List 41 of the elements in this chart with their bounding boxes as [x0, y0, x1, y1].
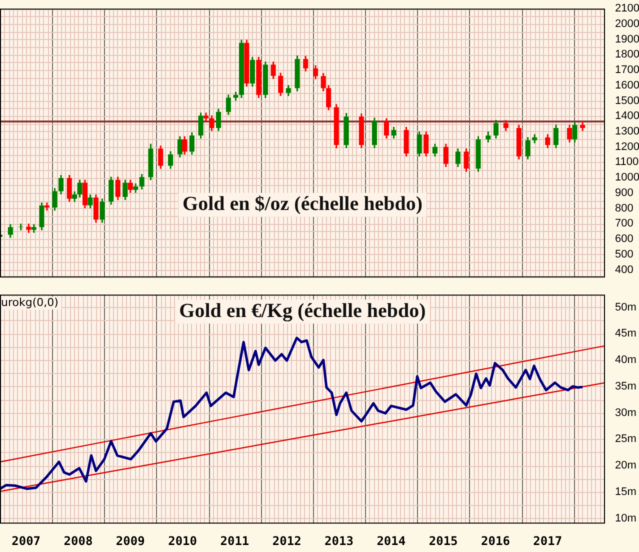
y-tick-label: 25m: [615, 433, 636, 446]
y-tick-label: 45m: [615, 328, 636, 340]
x-tick-label: 2010: [168, 534, 197, 548]
y-tick-label: 1000: [615, 172, 639, 184]
y-tick-label: 900: [615, 186, 634, 199]
y-tick-label: 1400: [615, 110, 639, 122]
y-tick-label: 15m: [615, 486, 636, 498]
y-tick-label: 1800: [615, 48, 639, 61]
x-tick-label: 2017: [533, 534, 562, 548]
annotation: urokg(0,0): [1, 296, 58, 309]
x-tick-label: 2012: [272, 534, 302, 548]
y-tick-label: 800: [615, 202, 634, 214]
text: Gold en $/oz (échelle hebdo): [182, 192, 422, 215]
x-tick-label: 2013: [324, 534, 354, 548]
y-tick-label: 400: [615, 264, 634, 276]
x-tick-label: 2014: [376, 534, 406, 548]
x-tick-label: 2011: [220, 534, 250, 548]
y-tick-label: 1600: [615, 79, 639, 92]
y-tick-label: 40m: [615, 354, 636, 366]
y-tick-label: 35m: [615, 380, 636, 392]
y-tick-label: 50m: [615, 301, 636, 314]
y-tick-label: 30m: [615, 406, 636, 419]
y-tick-label: 1500: [615, 94, 639, 107]
y-tick-label: 1700: [615, 64, 639, 76]
x-tick-label: 2007: [12, 534, 41, 548]
y-tick-label: 1900: [615, 33, 639, 46]
y-tick-label: 2000: [615, 18, 639, 30]
y-tick-label: 1100: [615, 156, 639, 168]
x-tick-label: 2009: [116, 534, 145, 548]
y-tick-label: 1300: [615, 126, 639, 138]
x-tick-label: 2016: [481, 534, 510, 548]
x-tick-label: 2015: [428, 534, 458, 548]
y-tick-label: 2100: [615, 2, 639, 15]
y-tick-label: 10m: [615, 512, 636, 524]
x-tick-label: 2008: [64, 534, 93, 548]
y-tick-label: 1200: [615, 140, 639, 153]
chart-title: Gold en €/Kg (échelle hebdo): [179, 300, 426, 322]
y-tick-label: 700: [615, 218, 634, 230]
y-tick-label: 20m: [615, 460, 636, 472]
y-tick-label: 500: [615, 248, 634, 260]
y-tick-label: 600: [615, 233, 634, 246]
